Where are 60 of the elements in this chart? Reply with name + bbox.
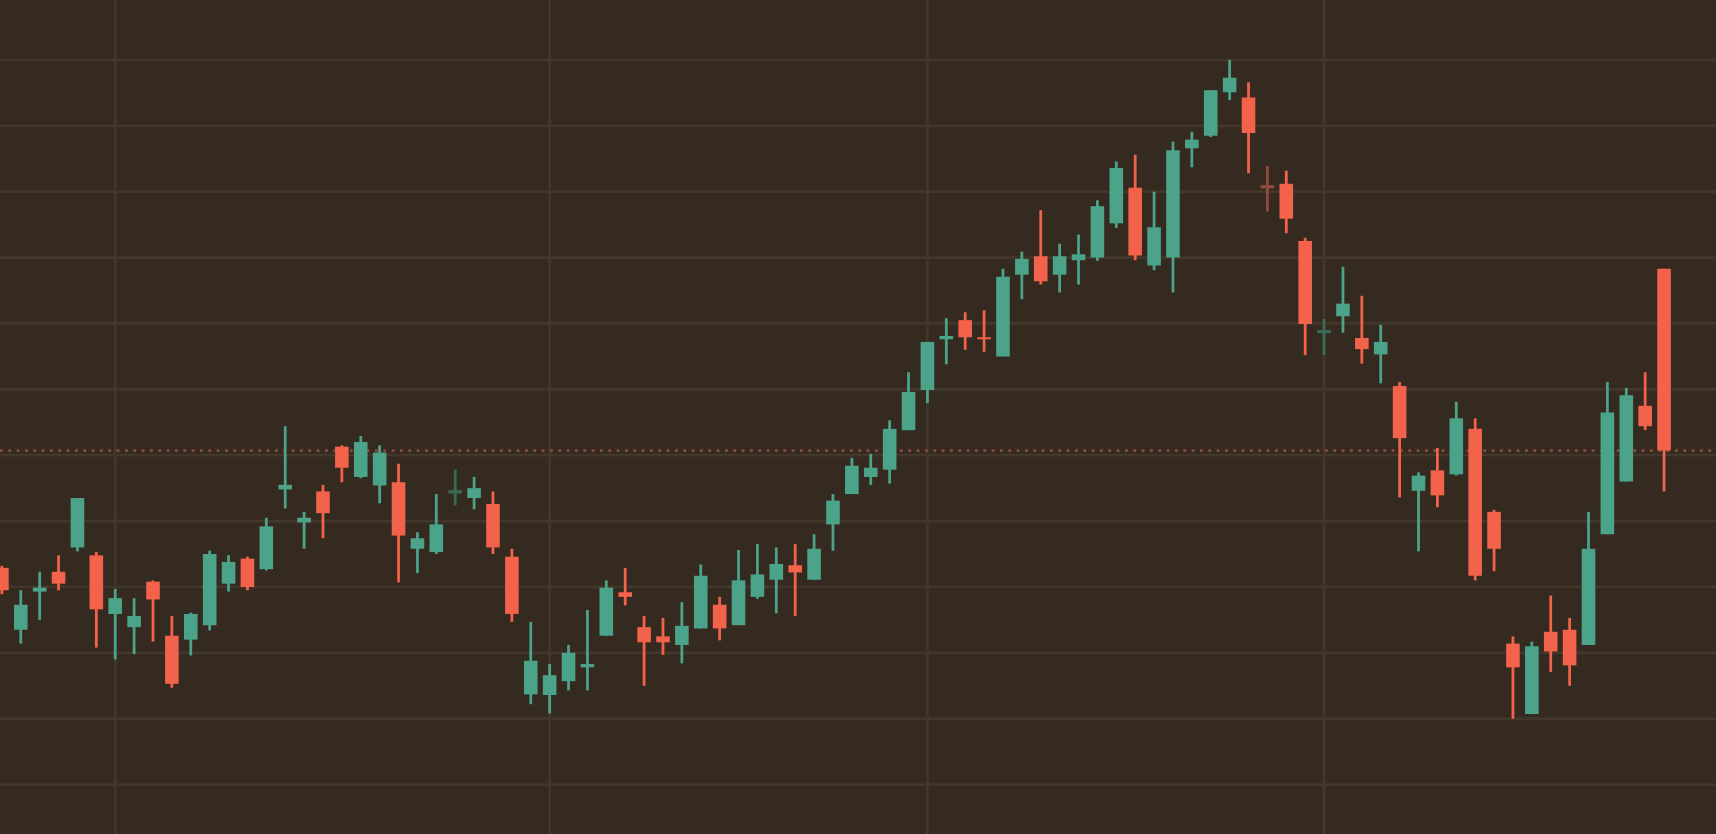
candlestick: [486, 490, 500, 556]
candlestick: [750, 542, 765, 601]
candlestick: [335, 443, 349, 484]
candlestick: [429, 492, 444, 556]
candlestick: [1638, 370, 1652, 432]
candlestick: [467, 475, 481, 511]
candlestick: [1317, 317, 1331, 357]
candlestick: [316, 483, 330, 540]
candlestick: [146, 578, 160, 644]
candlestick: [51, 553, 66, 592]
candlestick: [1506, 634, 1520, 721]
candlestick: [1203, 88, 1218, 139]
candlestick: [618, 566, 632, 607]
candlestick: [1355, 294, 1369, 366]
candlestick: [845, 456, 859, 496]
candlestick: [675, 600, 689, 665]
candlestick: [221, 553, 236, 593]
candlestick: [523, 620, 538, 706]
candlestick: [127, 596, 141, 656]
candlestick: [1222, 58, 1237, 102]
candlestick: [656, 616, 670, 657]
candlestick: [1033, 208, 1048, 286]
candlestick: [637, 614, 651, 688]
candlestick: [1052, 242, 1067, 294]
candlestick: [769, 546, 784, 615]
candlestick: [1373, 323, 1388, 385]
candlestick: [1411, 470, 1426, 553]
candlestick: [882, 418, 897, 485]
candlestick: [32, 570, 47, 622]
candlestick: [448, 468, 463, 507]
candlestick: [410, 530, 425, 575]
candlestick: [958, 310, 972, 352]
candlestick: [259, 516, 274, 572]
candlestick: [1543, 594, 1558, 674]
candlestick: [1071, 233, 1086, 286]
candlestick: [1336, 265, 1350, 335]
candlestick: [863, 452, 878, 487]
candlestick: [1015, 250, 1029, 301]
candlestick: [240, 555, 255, 592]
candlestick: [1279, 169, 1294, 235]
candlestick: [1562, 616, 1577, 688]
candlestick: [353, 434, 368, 480]
candlestick: [1430, 446, 1445, 509]
candlestick: [807, 532, 821, 582]
candlestick: [542, 662, 557, 715]
candlestick: [561, 643, 576, 692]
candlestick: [901, 370, 916, 432]
candlestick: [731, 548, 746, 627]
candlestick: [13, 588, 28, 646]
candlestick: [712, 595, 727, 642]
candlestick: [1487, 508, 1501, 573]
candlestick: [108, 587, 123, 661]
candlestick: [1147, 190, 1161, 272]
candlestick: [788, 542, 802, 618]
candlestick: [826, 492, 840, 553]
candlestick: [1185, 130, 1199, 169]
candlestick: [372, 443, 387, 505]
candlestick: [1241, 80, 1256, 175]
candlestick: [183, 611, 198, 657]
candlestick: [977, 308, 991, 354]
